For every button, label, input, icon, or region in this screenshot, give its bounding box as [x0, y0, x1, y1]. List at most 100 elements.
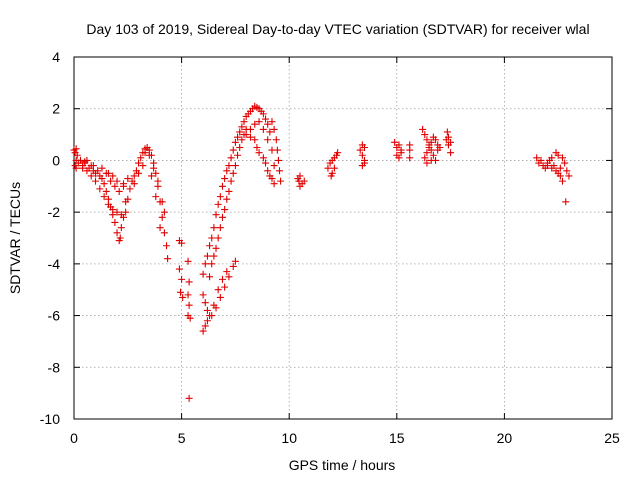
data-point [216, 224, 224, 232]
y-tick-label: 2 [52, 101, 60, 117]
data-point [73, 151, 81, 159]
data-point [238, 136, 246, 144]
data-point [238, 123, 246, 131]
data-point [561, 159, 569, 167]
data-point [563, 167, 571, 175]
data-point [116, 234, 124, 242]
data-point [100, 180, 108, 188]
data-point [229, 146, 237, 154]
x-axis: 0 5 10 15 20 25 [70, 57, 620, 446]
data-point [429, 151, 437, 159]
data-point [201, 299, 209, 307]
data-point [160, 208, 168, 216]
data-point [102, 187, 110, 195]
data-point [203, 252, 211, 260]
grid-lines [74, 57, 612, 419]
data-point [150, 164, 158, 172]
y-axis: 4 2 0 -2 -4 -6 -8 -10 [40, 49, 612, 427]
y-tick-label: -10 [40, 411, 60, 427]
data-point [264, 136, 272, 144]
data-point [427, 138, 435, 146]
data-point [270, 162, 278, 170]
data-point [262, 159, 270, 167]
data-point [548, 164, 556, 172]
data-point [208, 234, 216, 242]
data-point [124, 175, 132, 183]
data-point [135, 169, 143, 177]
data-point [221, 283, 229, 291]
data-point [231, 162, 239, 170]
data-point [214, 234, 222, 242]
data-point [300, 177, 308, 185]
y-tick-label: -4 [48, 256, 61, 272]
data-point [268, 146, 276, 154]
data-point [96, 185, 104, 193]
x-axis-label: GPS time / hours [289, 457, 396, 473]
x-tick-label: 5 [178, 430, 186, 446]
data-point [199, 327, 207, 335]
data-point [212, 211, 220, 219]
data-point [119, 182, 127, 190]
data-point [212, 244, 220, 252]
data-point [177, 288, 185, 296]
data-point [206, 242, 214, 250]
data-point [231, 257, 239, 265]
data-point [126, 185, 134, 193]
x-tick-label: 15 [389, 430, 405, 446]
data-point [184, 291, 192, 299]
data-point [255, 118, 263, 126]
y-tick-label: -8 [48, 359, 61, 375]
data-point [107, 177, 115, 185]
x-tick-label: 10 [281, 430, 297, 446]
data-point [432, 136, 440, 144]
data-point [395, 154, 403, 162]
data-point [559, 177, 567, 185]
data-point [223, 167, 231, 175]
data-point [223, 268, 231, 276]
data-point [221, 175, 229, 183]
data-point [87, 172, 95, 180]
data-point [104, 200, 112, 208]
data-point [423, 159, 431, 167]
data-point [113, 177, 121, 185]
data-point [255, 149, 263, 157]
data-point [425, 144, 433, 151]
data-point [330, 164, 338, 172]
data-point [397, 149, 405, 157]
data-point [98, 175, 106, 183]
data-point [92, 177, 100, 185]
x-tick-label: 20 [497, 430, 513, 446]
data-point [76, 156, 84, 164]
data-point [117, 211, 125, 219]
data-point [259, 154, 267, 162]
data-point [447, 149, 455, 157]
data-point [296, 172, 304, 180]
data-point [419, 125, 427, 133]
data-point [94, 167, 102, 175]
data-point [130, 172, 138, 180]
data-point [225, 162, 233, 170]
data-point [216, 293, 224, 301]
y-axis-label: SDTVAR / TECUs [7, 182, 23, 294]
data-point [117, 224, 125, 232]
data-point [253, 144, 261, 151]
data-point [154, 177, 162, 185]
data-point [225, 273, 233, 281]
data-point [185, 301, 193, 309]
data-point [552, 149, 560, 157]
data-point [130, 180, 138, 188]
data-point [562, 198, 570, 206]
plot-frame [73, 56, 613, 420]
data-point [221, 206, 229, 214]
data-point [270, 125, 278, 133]
data-point [102, 169, 110, 177]
data-point [225, 187, 233, 195]
data-point [443, 128, 451, 136]
data-point [201, 260, 209, 268]
data-point [147, 172, 155, 180]
data-point [83, 167, 91, 175]
data-point [186, 314, 194, 322]
data-point [427, 156, 435, 164]
data-point [210, 301, 218, 309]
data-point [201, 322, 209, 330]
